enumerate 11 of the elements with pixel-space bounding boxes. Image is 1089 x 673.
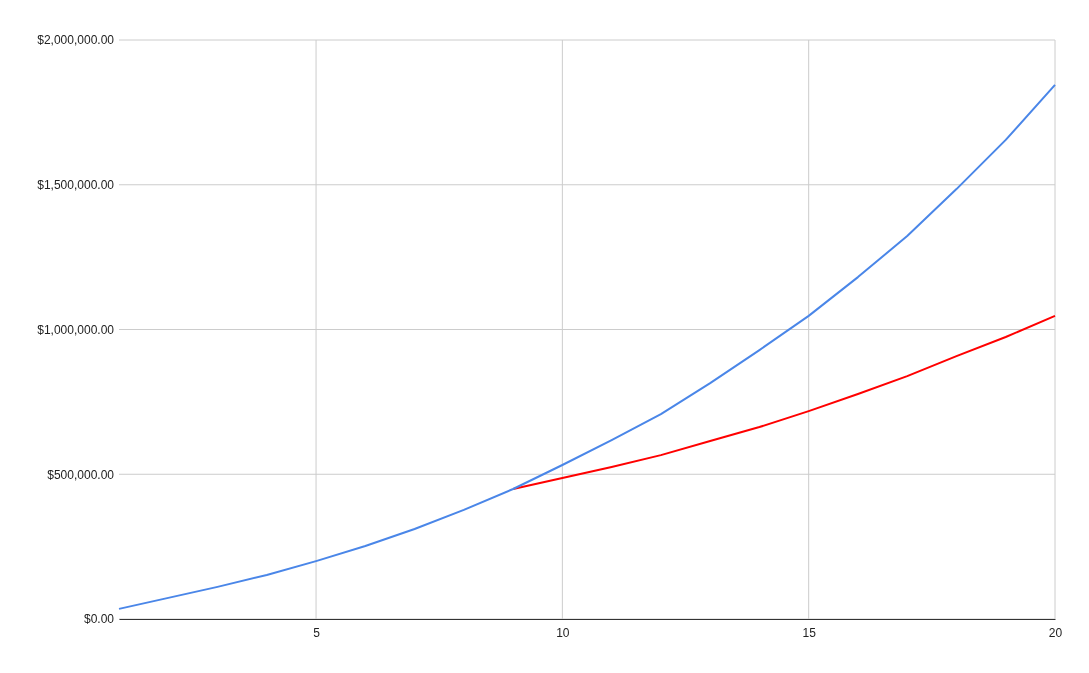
x-tick-label: 20 [1048,625,1063,640]
x-tick-label: 5 [313,625,321,640]
line-series [512,314,1056,491]
x-tick-label: 10 [556,625,570,640]
y-tick-label: $1,000,000.00 [37,322,115,337]
line-series [118,83,1056,610]
y-tick-label: $2,000,000.00 [37,33,115,48]
x-tick-label: 15 [802,625,817,640]
y-tick-label: $0.00 [83,612,115,627]
y-tick-label: $1,500,000.00 [37,178,115,193]
y-tick-label: $500,000.00 [47,467,115,482]
